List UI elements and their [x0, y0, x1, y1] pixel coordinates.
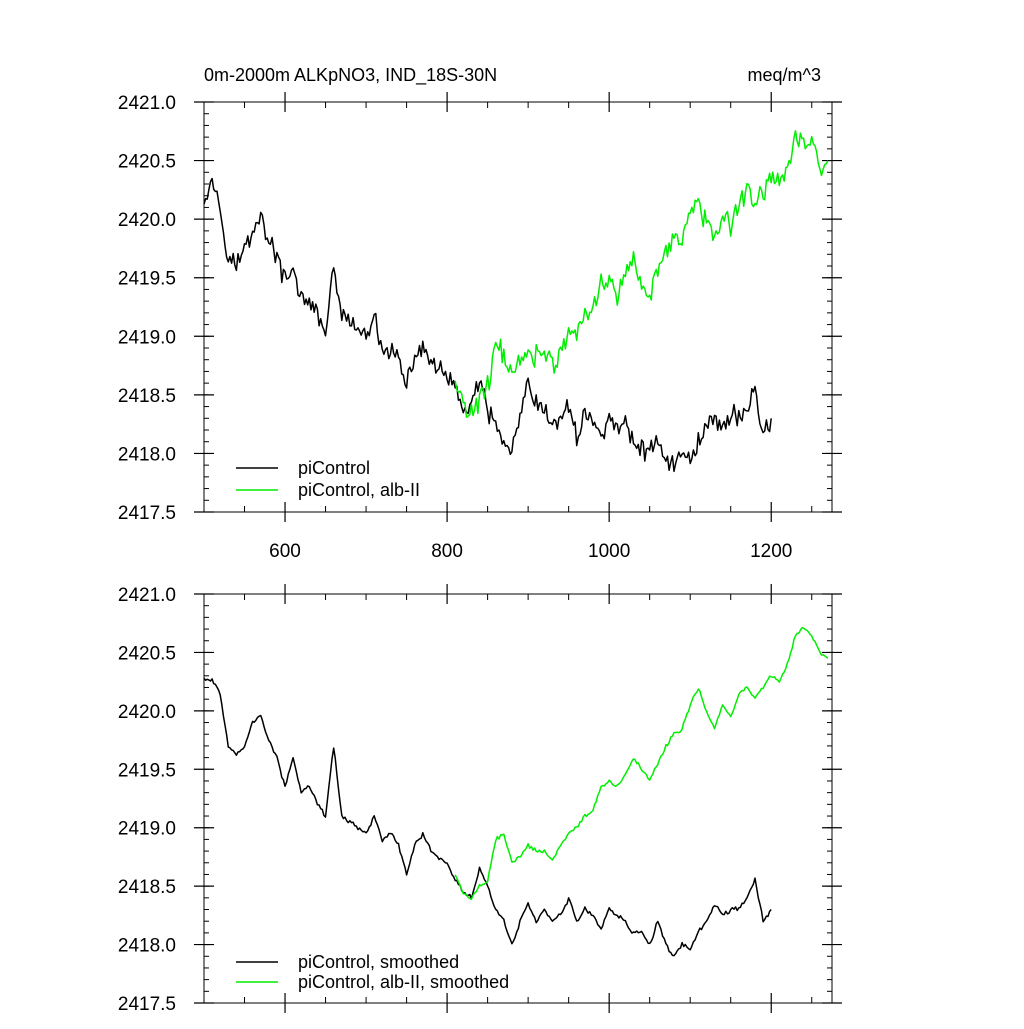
legend-label: piControl, alb-II [298, 480, 420, 500]
y-tick-label: 2419.5 [118, 760, 176, 781]
units-label: meq/m^3 [748, 65, 821, 85]
plot-frame [203, 593, 833, 1004]
x-tick-label: 1000 [588, 541, 630, 562]
plot-title: 0m-2000m ALKpNO3, IND_18S-30N [204, 65, 497, 86]
series-line-alb-ii [454, 130, 829, 418]
y-tick-label: 2420.5 [118, 152, 176, 173]
y-tick-label: 2417.5 [118, 503, 176, 524]
bottom-panel: 2417.5 2418.0 2418.5 2419.0 2419.5 2420.0 2420… [118, 584, 842, 1015]
series-line-picontrol [203, 677, 772, 957]
series-line-picontrol [203, 177, 772, 473]
y-tick-label: 2419.0 [118, 819, 176, 840]
y-tick-label: 2417.5 [118, 994, 176, 1015]
y-tick-label: 2418.0 [118, 936, 176, 957]
y-tick-label: 2418.0 [118, 444, 176, 465]
legend-label: piControl, alb-II, smoothed [298, 972, 509, 992]
y-tick-label: 2418.5 [118, 386, 176, 407]
y-tick-label: 2420.5 [118, 643, 176, 664]
top-panel: 600 800 1000 1200 2417.5 2418.0 2418.5 2419.0 24… [118, 92, 842, 562]
legend-label: piControl [298, 458, 370, 478]
y-tick-label: 2420.0 [118, 702, 176, 723]
x-tick-label: 800 [431, 541, 463, 562]
y-tick-label: 2420.0 [118, 210, 176, 231]
x-tick-label: 1200 [750, 541, 792, 562]
y-tick-label: 2418.5 [118, 877, 176, 898]
y-tick-label: 2421.0 [118, 93, 176, 114]
x-tick-label: 600 [269, 541, 301, 562]
y-tick-label: 2419.5 [118, 269, 176, 290]
series-line-alb-ii [454, 626, 829, 901]
plot-frame [203, 101, 833, 513]
y-tick-label: 2421.0 [118, 585, 176, 606]
legend-label: piControl, smoothed [298, 952, 459, 972]
y-tick-label: 2419.0 [118, 327, 176, 348]
